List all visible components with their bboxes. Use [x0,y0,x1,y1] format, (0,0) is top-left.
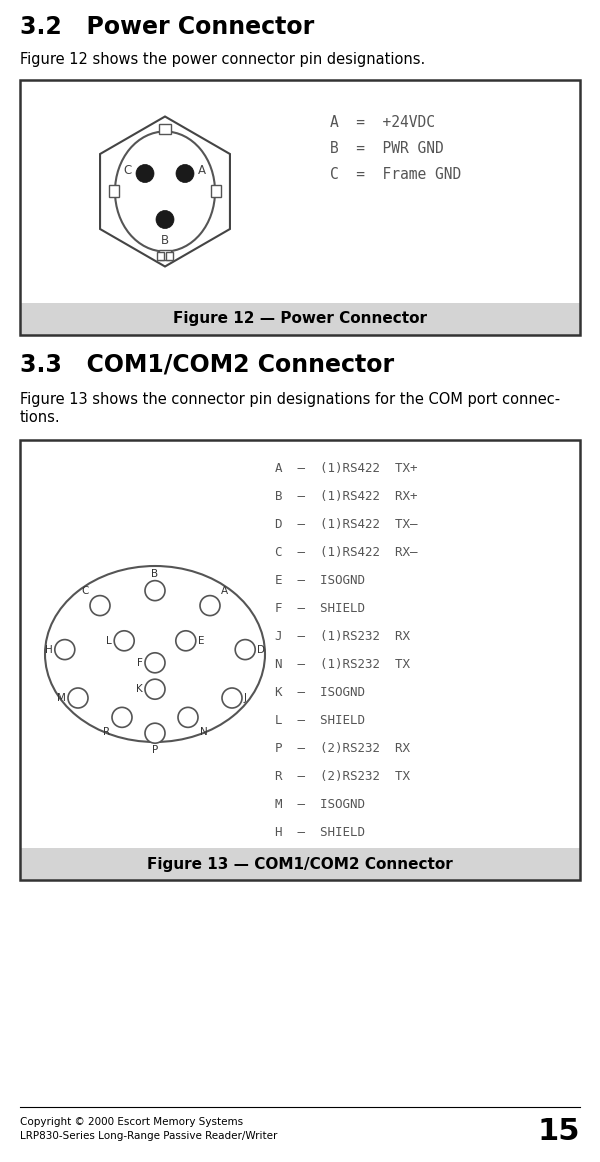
Bar [211,185,221,196]
Text: C: C [124,164,132,177]
Text: J: J [244,693,247,703]
Text: Figure 13 shows the connector pin designations for the COM port connec-: Figure 13 shows the connector pin design… [20,392,560,407]
Text: P: P [152,745,158,755]
Text: N: N [200,727,208,738]
Text: Copyright © 2000 Escort Memory Systems
LRP830-Series Long-Range Passive Reader/W: Copyright © 2000 Escort Memory Systems L… [20,1117,277,1141]
Text: A: A [198,164,206,177]
Circle shape [145,653,165,673]
Ellipse shape [45,566,265,743]
Text: M  –  ISOGND: M – ISOGND [275,798,365,811]
Text: B  =  PWR GND: B = PWR GND [330,141,444,156]
Text: 3.3   COM1/COM2 Connector: 3.3 COM1/COM2 Connector [20,352,394,376]
Text: H  –  SHIELD: H – SHIELD [275,826,365,839]
Text: Figure 12 shows the power connector pin designations.: Figure 12 shows the power connector pin … [20,52,425,67]
Circle shape [235,639,255,660]
Bar [20,80,580,335]
Text: B  –  (1)RS422  RX+: B – (1)RS422 RX+ [275,490,418,503]
Bar [20,112,580,335]
Bar [159,250,171,259]
Text: R  –  (2)RS232  TX: R – (2)RS232 TX [275,770,410,783]
Circle shape [176,165,194,182]
Text: P  –  (2)RS232  RX: P – (2)RS232 RX [275,743,410,755]
Text: C  –  (1)RS422  RX–: C – (1)RS422 RX– [275,546,418,559]
Circle shape [145,680,165,700]
Text: 3.2   Power Connector: 3.2 Power Connector [20,15,314,40]
Text: L: L [106,636,112,646]
Text: Figure 12 — Power Connector: Figure 12 — Power Connector [173,311,427,327]
Circle shape [68,688,88,708]
Text: F: F [137,658,143,668]
Text: E: E [198,636,204,646]
Circle shape [112,708,132,727]
Text: A  =  +24VDC: A = +24VDC [330,115,435,130]
Text: C  =  Frame GND: C = Frame GND [330,167,461,182]
Text: B: B [151,568,158,579]
Text: tions.: tions. [20,410,61,425]
Circle shape [145,723,165,744]
Text: F  –  SHIELD: F – SHIELD [275,602,365,615]
Bar [20,848,580,880]
Text: M: M [57,693,66,703]
Text: K: K [136,684,143,694]
Bar [159,123,171,134]
Text: A: A [221,586,228,596]
Bar [109,185,119,196]
Bar [20,472,580,880]
Text: L  –  SHIELD: L – SHIELD [275,713,365,727]
Text: J  –  (1)RS232  RX: J – (1)RS232 RX [275,630,410,643]
Circle shape [136,165,154,182]
Circle shape [156,210,174,229]
Circle shape [176,631,196,651]
Text: Figure 13 — COM1/COM2 Connector: Figure 13 — COM1/COM2 Connector [147,856,453,872]
Circle shape [90,596,110,616]
Circle shape [222,688,242,708]
Polygon shape [100,116,230,266]
Bar [157,251,164,259]
Bar [20,303,580,335]
Text: D  –  (1)RS422  TX–: D – (1)RS422 TX– [275,518,418,531]
Text: A  –  (1)RS422  TX+: A – (1)RS422 TX+ [275,462,418,475]
Bar [166,251,173,259]
Circle shape [55,639,75,660]
Text: B: B [161,234,169,246]
Text: 15: 15 [538,1117,580,1146]
Ellipse shape [115,131,215,251]
Text: R: R [103,727,110,738]
Circle shape [114,631,134,651]
Bar [20,440,580,880]
Text: N  –  (1)RS232  TX: N – (1)RS232 TX [275,658,410,670]
Circle shape [200,596,220,616]
Text: E  –  ISOGND: E – ISOGND [275,574,365,587]
Circle shape [145,581,165,601]
Text: D: D [257,645,265,654]
Text: K  –  ISOGND: K – ISOGND [275,686,365,700]
Text: C: C [82,586,89,596]
Circle shape [178,708,198,727]
Text: H: H [45,645,53,654]
